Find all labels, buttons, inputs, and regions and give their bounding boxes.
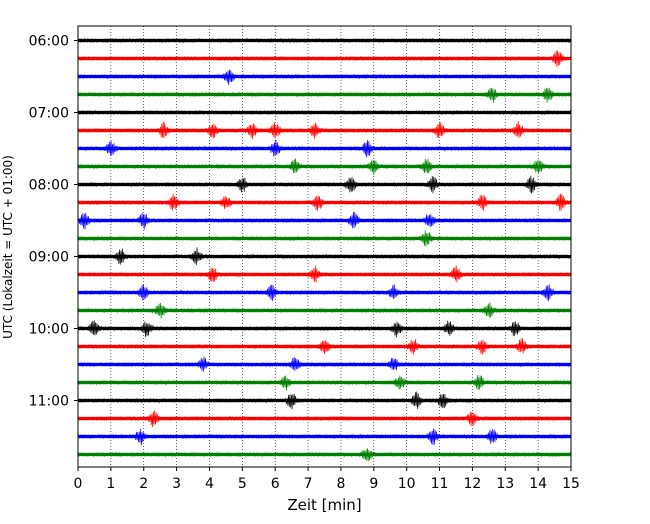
x-axis: 0 1 2 3 4 5 6 7 8 9 10 11 12 13 14 15	[74, 467, 580, 492]
y-tick-label-07:00: 07:00	[29, 106, 69, 122]
trace-06:15	[77, 50, 572, 68]
x-tick-label-12: 12	[463, 476, 481, 492]
plot-frame	[77, 25, 572, 468]
x-tick-label-8: 8	[336, 476, 345, 492]
y-axis-label: UTC (Lokalzeit = UTC + 01:00)	[1, 155, 15, 339]
trace-08:30	[77, 211, 572, 230]
trace-07:00	[77, 109, 572, 116]
trace-06:45	[77, 87, 572, 103]
trace-band-09:45	[78, 308, 571, 313]
trace-layer	[77, 37, 572, 462]
x-tick-label-4: 4	[205, 476, 214, 492]
trace-11:45	[77, 448, 572, 462]
trace-06:30	[77, 69, 572, 86]
x-tick-label-13: 13	[496, 476, 514, 492]
trace-09:30	[77, 284, 572, 302]
x-tick-label-14: 14	[529, 476, 547, 492]
trace-11:30	[77, 428, 572, 446]
x-tick-label-0: 0	[74, 476, 83, 492]
trace-band-07:00	[78, 110, 571, 115]
x-tick-label-5: 5	[238, 476, 247, 492]
trace-band-10:15	[78, 344, 571, 349]
x-tick-label-2: 2	[139, 476, 148, 492]
trace-10:00	[77, 320, 572, 338]
x-tick-label-6: 6	[271, 476, 280, 492]
trace-band-10:30	[78, 362, 571, 367]
trace-11:00	[77, 391, 572, 410]
trace-08:15	[77, 193, 572, 211]
y-axis: 06:00 07:00 08:00 09:00 10:00 11:00	[29, 34, 78, 410]
trace-06:00	[77, 37, 572, 44]
trace-11:15	[77, 410, 572, 428]
y-tick-label-06:00: 06:00	[29, 34, 69, 50]
y-tick-label-11:00: 11:00	[29, 394, 69, 410]
trace-09:45	[77, 302, 572, 319]
x-tick-label-11: 11	[431, 476, 449, 492]
x-tick-label-15: 15	[562, 476, 580, 492]
trace-10:15	[77, 338, 572, 355]
trace-07:45	[77, 158, 572, 176]
x-tick-label-7: 7	[304, 476, 313, 492]
trace-band-08:45	[78, 236, 571, 241]
trace-10:30	[77, 356, 572, 372]
trace-07:30	[77, 139, 572, 158]
trace-09:00	[77, 247, 572, 266]
trace-band-09:30	[78, 290, 571, 295]
y-tick-label-10:00: 10:00	[29, 322, 69, 338]
x-tick-label-3: 3	[172, 476, 181, 492]
y-tick-label-08:00: 08:00	[29, 178, 69, 194]
x-tick-label-10: 10	[398, 476, 416, 492]
y-tick-label-09:00: 09:00	[29, 250, 69, 266]
trace-band-07:30	[78, 146, 571, 151]
trace-07:15	[77, 121, 572, 140]
x-tick-label-1: 1	[106, 476, 115, 492]
trace-08:45	[77, 230, 572, 247]
trace-09:15	[77, 265, 572, 283]
x-tick-label-9: 9	[369, 476, 378, 492]
trace-band-08:30	[78, 218, 571, 223]
x-axis-label: Zeit [min]	[287, 496, 361, 514]
trace-10:45	[77, 375, 572, 391]
trace-08:00	[77, 175, 572, 194]
